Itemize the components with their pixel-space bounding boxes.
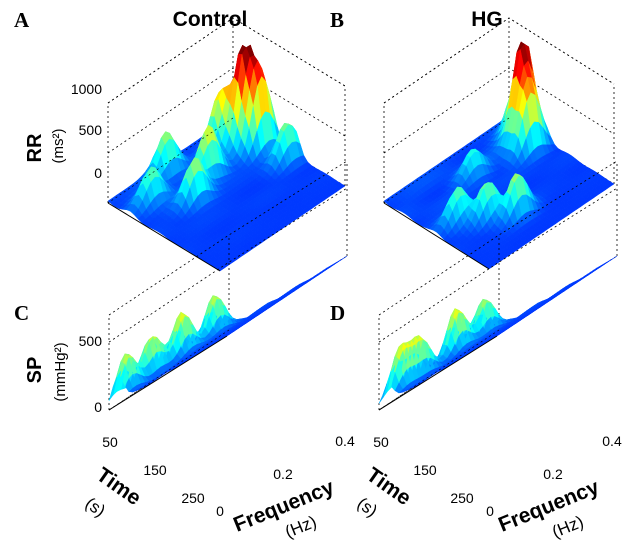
panel-letter-d: D — [330, 301, 345, 325]
z-tick-a-500: 500 — [79, 122, 103, 138]
time-axis-line — [107, 117, 234, 204]
time-tick-c-150: 150 — [143, 462, 167, 478]
freq-tick-d-04: 0.4 — [602, 433, 622, 449]
panel-letter-c: C — [14, 301, 29, 325]
time-tick-d-50: 50 — [373, 434, 389, 450]
panel-title-hg: HG — [471, 8, 503, 31]
frequency-axis-line — [108, 335, 228, 411]
panel-b-surface — [383, 17, 615, 270]
z-tick-a-0: 0 — [94, 165, 102, 181]
panel-letter-a: A — [14, 8, 30, 32]
time-axis-line — [108, 329, 230, 411]
surface-patch — [108, 377, 118, 401]
time-axis-line — [378, 329, 500, 411]
panel-c-surface — [108, 160, 348, 411]
grid-z-line — [107, 17, 346, 104]
time-tick-d-150: 150 — [413, 462, 437, 478]
panel-title-control: Control — [173, 8, 248, 31]
frequency-axis-label-d: Frequency — [495, 475, 602, 536]
panel-a-surface — [107, 17, 346, 272]
y-axis-unit-sp: (mmHg²) — [52, 342, 69, 401]
time-axis-line — [383, 117, 510, 204]
z-tick-c-0: 0 — [94, 399, 102, 415]
freq-tick-c-02: 0.2 — [273, 466, 293, 482]
y-axis-unit-rr: (ms²) — [50, 129, 67, 164]
z-tick-c-500: 500 — [79, 333, 103, 349]
time-tick-c-50: 50 — [102, 434, 118, 450]
panel-letter-b: B — [330, 8, 344, 32]
freq-tick-c-04: 0.4 — [335, 433, 355, 449]
time-axis-unit-c: (s) — [82, 494, 109, 521]
z-tick-a-1000: 1000 — [71, 81, 102, 97]
time-tick-d-250: 250 — [450, 490, 474, 506]
grid-z-line — [107, 67, 346, 154]
freq-tick-d-02: 0.2 — [543, 466, 563, 482]
y-axis-label-sp: SP — [24, 357, 46, 384]
y-axis-label-rr: RR — [24, 133, 46, 162]
panel-d-surface — [378, 160, 618, 411]
time-axis-unit-d: (s) — [354, 494, 381, 521]
frequency-axis-line — [378, 335, 498, 411]
grid-z-line — [383, 17, 615, 104]
freq-tick-d-0: 0 — [486, 503, 494, 519]
frequency-axis-unit-d: (Hz) — [549, 512, 586, 542]
frequency-axis-line — [383, 202, 490, 270]
grid-z-line — [383, 67, 615, 154]
freq-tick-c-0: 0 — [216, 503, 224, 519]
surface-patch — [378, 383, 388, 404]
time-tick-c-250: 250 — [181, 490, 205, 506]
frequency-axis-line — [107, 202, 221, 272]
